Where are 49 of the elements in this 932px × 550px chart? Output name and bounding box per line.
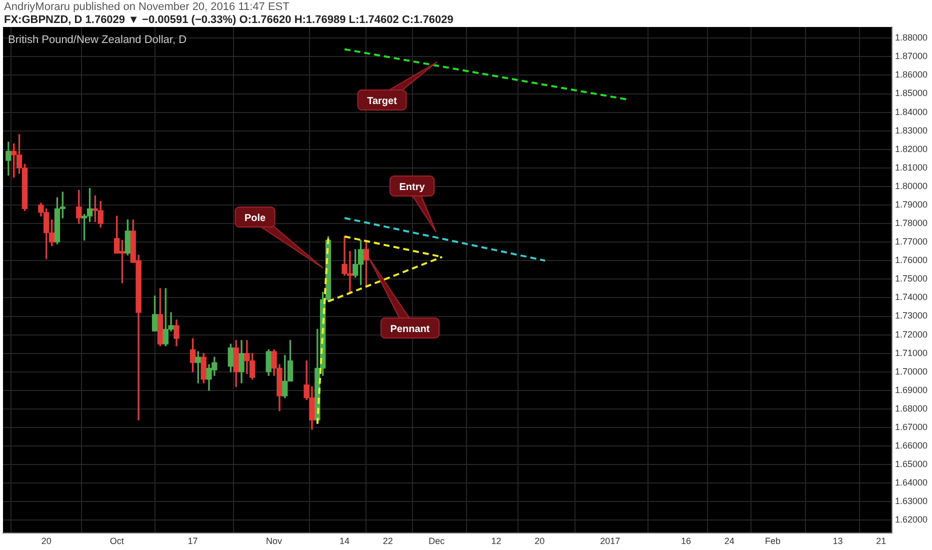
y-tick-label: 1.85000 — [895, 88, 928, 98]
y-tick-label: 1.68000 — [895, 403, 928, 414]
y-tick-label: 1.74000 — [895, 292, 928, 302]
y-tick-label: 1.63000 — [895, 496, 928, 506]
annotation: Entry — [399, 182, 426, 193]
y-tick-label: 1.64000 — [895, 478, 928, 488]
annotation: Pennant — [390, 324, 430, 335]
x-tick-label: 21 — [876, 536, 886, 546]
text: AndriyMoraru published on November 20, 2016 11:47 EST — [4, 1, 290, 14]
x-tick-label: 20 — [41, 536, 52, 546]
x-tick-label: 2017 — [600, 536, 620, 546]
y-tick-label: 1.78000 — [895, 218, 928, 228]
y-tick-label: 1.66000 — [895, 440, 928, 451]
y-tick-label: 1.86000 — [895, 70, 928, 80]
y-tick-label: 1.88000 — [895, 32, 928, 43]
annotation: Target — [367, 96, 398, 107]
x-tick-label: 13 — [832, 536, 843, 546]
y-tick-label: 1.83000 — [895, 125, 928, 136]
annotation: Pole — [244, 213, 266, 224]
x-tick-label: 22 — [382, 536, 393, 546]
x-tick-label: 16 — [681, 536, 692, 546]
y-tick-label: 1.75000 — [895, 274, 928, 284]
y-tick-label: 1.76000 — [895, 255, 928, 266]
x-tick-label: Feb — [764, 536, 780, 546]
y-tick-label: 1.65000 — [895, 459, 928, 470]
chart-subtitle: FX:GBPNZD, D 1.76029 ▼ −0.00591 (−0.33%) O:1.76620 H:1.76989 L:1.74602 C:1.76029 — [4, 14, 454, 27]
x-tick-label: Dec — [428, 536, 446, 546]
x-tick-label: Oct — [110, 536, 124, 546]
y-tick-label: 1.87000 — [895, 51, 928, 62]
y-tick-label: 1.77000 — [895, 236, 928, 247]
x-tick-label: Nov — [266, 536, 283, 546]
y-tick-label: 1.67000 — [895, 422, 928, 432]
y-tick-label: 1.84000 — [895, 106, 928, 117]
x-tick-label: 14 — [340, 536, 350, 546]
y-tick-label: 1.80000 — [895, 180, 928, 191]
text: British Pound/New Zealand Dollar, D — [8, 34, 187, 46]
y-tick-label: 1.72000 — [895, 329, 928, 340]
y-tick-label: 1.79000 — [895, 199, 928, 210]
y-tick-label: 1.82000 — [895, 144, 928, 154]
y-tick-label: 1.81000 — [895, 162, 928, 172]
x-tick-label: 24 — [724, 536, 734, 546]
x-tick-label: 12 — [491, 536, 502, 546]
x-tick-label: 20 — [534, 536, 545, 546]
x-tick-label: 17 — [188, 536, 198, 546]
y-tick-label: 1.62000 — [895, 514, 928, 525]
y-tick-label: 1.71000 — [895, 348, 928, 358]
y-tick-label: 1.69000 — [895, 384, 928, 395]
y-tick-label: 1.70000 — [895, 366, 928, 376]
y-tick-label: 1.73000 — [895, 310, 928, 321]
